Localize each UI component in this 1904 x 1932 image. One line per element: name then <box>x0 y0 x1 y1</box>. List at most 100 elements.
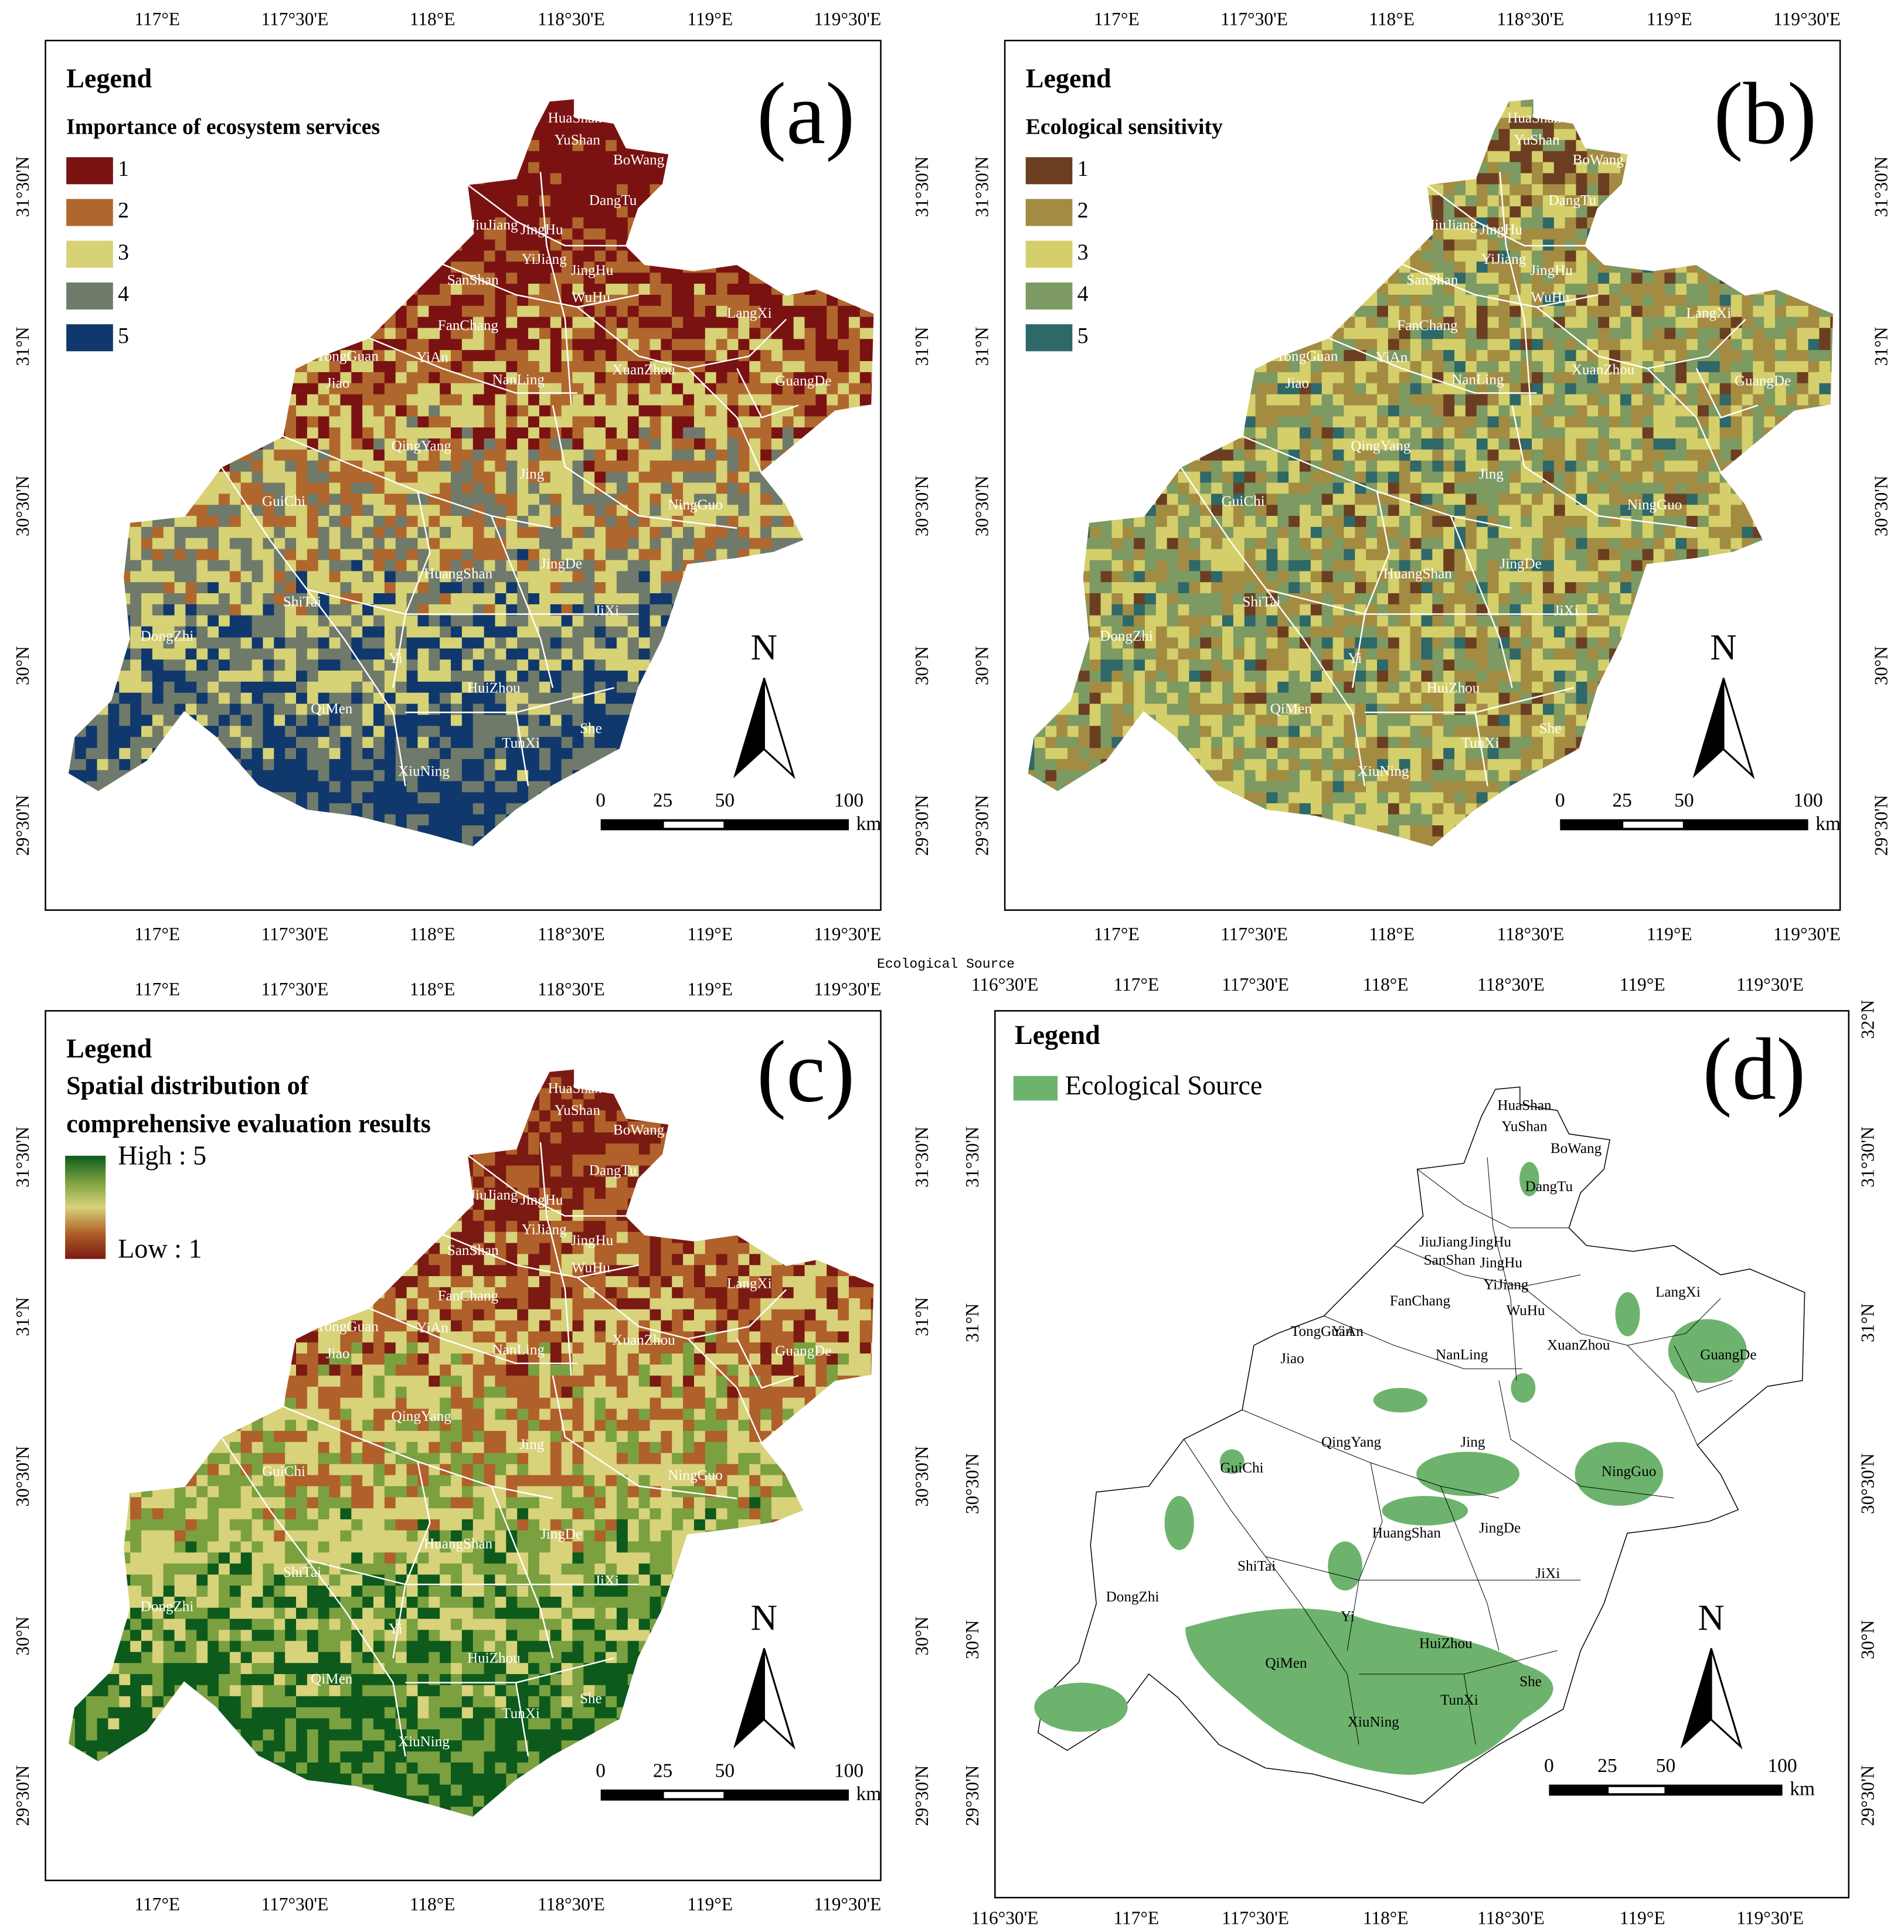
raster-cell <box>406 659 419 672</box>
raster-cell <box>429 449 441 461</box>
raster-cell <box>539 339 551 351</box>
raster-cell <box>97 748 109 760</box>
raster-cell <box>351 671 363 682</box>
raster-cell <box>650 273 662 285</box>
raster-cell <box>329 703 341 716</box>
raster-cell <box>274 560 286 572</box>
raster-cell <box>650 593 662 605</box>
raster-cell <box>240 692 253 705</box>
raster-cell <box>594 372 607 384</box>
raster-cell <box>738 516 750 528</box>
raster-cell <box>340 726 352 738</box>
raster-cell <box>417 394 430 406</box>
raster-cell <box>174 648 186 661</box>
raster-cell <box>561 206 573 218</box>
raster-cell <box>218 526 230 539</box>
raster-cell <box>384 449 396 461</box>
raster-cell <box>119 681 131 693</box>
raster-cell <box>539 748 551 760</box>
raster-cell <box>263 692 275 705</box>
raster-cell <box>782 372 794 384</box>
raster-cell <box>395 405 407 417</box>
raster-cell <box>638 162 651 174</box>
raster-cell <box>495 593 507 605</box>
raster-cell <box>440 294 452 307</box>
raster-cell <box>650 162 662 174</box>
raster-cell <box>318 659 330 672</box>
raster-cell <box>627 162 640 174</box>
raster-cell <box>760 416 773 428</box>
raster-cell <box>572 261 584 274</box>
raster-cell <box>340 615 352 627</box>
raster-cell <box>716 460 728 472</box>
raster-cell <box>329 781 341 793</box>
raster-cell <box>307 615 319 627</box>
raster-cell <box>528 294 540 307</box>
raster-cell <box>561 317 573 329</box>
raster-cell <box>506 671 518 682</box>
raster-cell <box>550 173 562 185</box>
raster-cell <box>572 748 584 760</box>
raster-cell <box>472 726 485 738</box>
raster-cell <box>650 615 662 627</box>
raster-cell <box>616 681 628 693</box>
raster-cell <box>472 427 485 440</box>
raster-cell <box>251 615 264 627</box>
raster-cell <box>484 239 496 251</box>
raster-cell <box>329 427 341 440</box>
raster-cell <box>606 372 617 384</box>
raster-cell <box>240 648 253 661</box>
raster-cell <box>550 449 562 461</box>
raster-cell <box>307 726 319 738</box>
raster-cell <box>583 273 596 285</box>
raster-cell <box>218 571 230 583</box>
raster-cell <box>517 405 529 417</box>
raster-cell <box>815 361 828 373</box>
raster-cell <box>650 471 662 484</box>
raster-cell <box>240 516 253 528</box>
raster-cell <box>727 538 739 550</box>
raster-cell <box>461 405 474 417</box>
raster-cell <box>550 726 562 738</box>
raster-cell <box>572 273 584 285</box>
raster-cell <box>340 758 352 771</box>
raster-cell <box>484 626 496 638</box>
raster-cell <box>318 505 330 517</box>
raster-cell <box>362 438 375 450</box>
raster-cell <box>782 383 794 395</box>
raster-cell <box>340 361 352 373</box>
raster-cell <box>97 737 109 749</box>
raster-cell <box>484 758 496 771</box>
raster-cell <box>440 825 452 837</box>
raster-cell <box>362 560 375 572</box>
raster-cell <box>472 648 485 661</box>
raster-cell <box>793 328 805 340</box>
raster-cell <box>196 671 209 682</box>
raster-cell <box>594 416 607 428</box>
raster-cell <box>484 273 496 285</box>
raster-cell <box>174 637 186 649</box>
raster-cell <box>705 383 717 395</box>
raster-cell <box>429 405 441 417</box>
raster-cell <box>495 526 507 539</box>
raster-cell <box>74 748 87 760</box>
raster-cell <box>727 317 739 329</box>
raster-cell <box>185 703 198 716</box>
raster-cell <box>296 482 308 495</box>
raster-cell <box>594 173 607 185</box>
raster-cell <box>517 372 529 384</box>
raster-cell <box>594 261 607 274</box>
raster-cell <box>672 405 684 417</box>
raster-cell <box>771 305 783 318</box>
raster-cell <box>318 748 330 760</box>
raster-cell <box>362 339 375 351</box>
raster-cell <box>627 560 640 572</box>
raster-cell <box>495 339 507 351</box>
raster-cell <box>528 593 540 605</box>
raster-cell <box>606 151 617 163</box>
raster-cell <box>417 582 430 594</box>
raster-cell <box>550 615 562 627</box>
raster-cell <box>340 394 352 406</box>
raster-cell <box>561 758 573 771</box>
